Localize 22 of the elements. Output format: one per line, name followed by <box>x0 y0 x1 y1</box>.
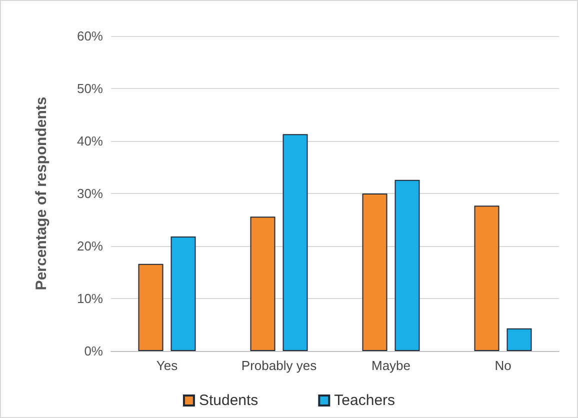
y-tick-label: 0% <box>84 344 104 358</box>
legend-label: Students <box>198 392 258 409</box>
x-tick-label: Maybe <box>371 358 411 373</box>
x-tick-label: No <box>494 358 512 373</box>
y-tick-label: 50% <box>76 81 104 96</box>
legend-label: Teachers <box>334 392 396 409</box>
x-tick-label: Probably yes <box>241 358 318 373</box>
bar <box>506 328 532 351</box>
bar <box>170 236 196 351</box>
bar <box>474 206 500 351</box>
y-tick-label: 30% <box>76 186 104 201</box>
y-tick-label: 40% <box>76 134 104 148</box>
y-tick-label: 20% <box>76 238 104 254</box>
y-tick-label: 10% <box>76 291 104 306</box>
bar <box>394 180 420 351</box>
bar <box>362 194 388 351</box>
bar <box>282 134 308 351</box>
bar <box>250 216 276 351</box>
y-tick-label: 60% <box>76 28 104 44</box>
bar <box>138 264 164 351</box>
y-axis-title: Percentage of respondents <box>33 96 50 290</box>
x-tick-label: Yes <box>156 358 178 373</box>
